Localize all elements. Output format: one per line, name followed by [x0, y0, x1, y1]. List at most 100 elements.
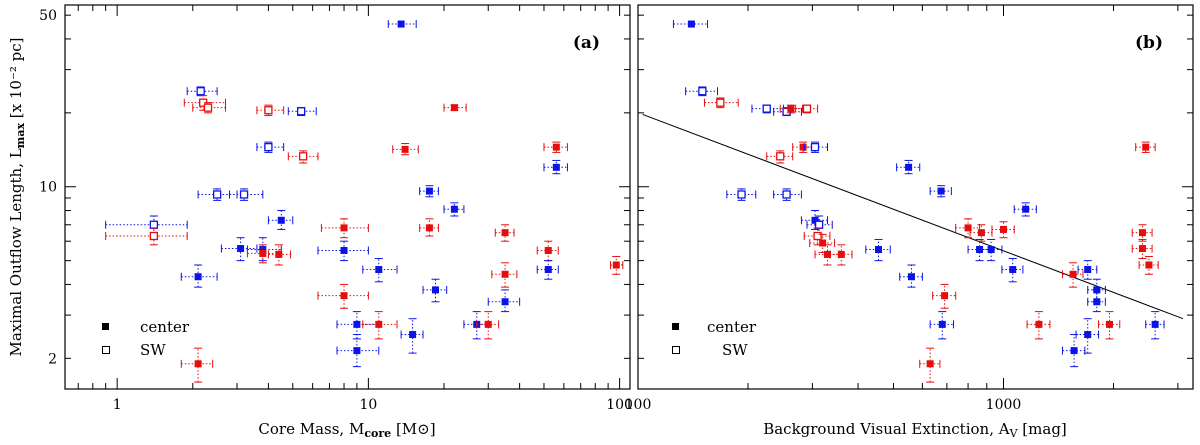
- data-point-group: [919, 347, 941, 383]
- point-marker-filled: [340, 292, 348, 300]
- data-point-group: [256, 141, 285, 153]
- point-marker-open: [264, 106, 273, 115]
- data-point-group: [779, 104, 804, 114]
- point-marker-open: [264, 142, 273, 152]
- data-point-group: [180, 264, 218, 288]
- point-marker-filled: [425, 224, 433, 232]
- point-marker-filled: [987, 246, 995, 254]
- point-marker-filled: [938, 320, 946, 328]
- point-marker-filled: [501, 270, 509, 278]
- legend-filled-marker: [672, 323, 679, 330]
- point-marker-filled: [905, 163, 913, 171]
- point-marker-filled: [1142, 143, 1150, 151]
- data-point-group: [1131, 224, 1153, 242]
- point-marker-filled: [1084, 266, 1092, 274]
- data-point-group: [317, 240, 369, 262]
- point-marker-filled: [926, 360, 934, 368]
- x-tick-label: 1: [113, 397, 122, 413]
- point-marker-filled: [501, 229, 509, 237]
- point-marker-filled: [277, 216, 285, 224]
- data-point-group: [256, 104, 285, 117]
- point-marker-filled: [340, 224, 348, 232]
- x-tick-label: 100: [606, 397, 633, 413]
- panel-a: 1 10 100 2 10 50 (a) center SW Core Mass, Mco…: [7, 4, 633, 440]
- point-marker-filled: [340, 246, 348, 254]
- point-marker-open: [762, 104, 771, 113]
- data-point-group: [726, 188, 757, 201]
- data-point-group: [795, 104, 819, 114]
- y-tick-label: 50: [39, 8, 57, 24]
- point-marker-filled: [1009, 266, 1017, 274]
- data-point-group: [228, 188, 264, 201]
- panel-b-fit-line-group: [642, 113, 1184, 320]
- data-point-group: [1077, 260, 1098, 280]
- data-point-group: [932, 283, 957, 309]
- point-marker-filled: [1151, 320, 1159, 328]
- point-marker-open: [196, 87, 205, 96]
- point-marker-filled: [1070, 347, 1078, 355]
- data-point-group: [317, 283, 369, 309]
- point-marker-filled: [977, 229, 985, 237]
- data-point-group: [929, 185, 952, 198]
- point-marker-filled: [552, 163, 560, 171]
- point-marker-open: [296, 107, 306, 116]
- point-marker-open: [802, 104, 812, 113]
- point-marker-filled: [552, 143, 560, 151]
- data-point-group: [422, 278, 448, 303]
- panel-b-tag: (b): [1135, 33, 1163, 53]
- point-marker-filled: [501, 298, 509, 306]
- point-marker-open: [782, 190, 791, 199]
- point-marker-open: [737, 190, 746, 199]
- point-marker-open: [212, 190, 222, 199]
- data-point-group: [1061, 262, 1084, 288]
- data-point-group: [1135, 141, 1156, 153]
- data-point-group: [896, 159, 921, 175]
- point-marker-open: [203, 103, 213, 112]
- data-point-group: [1131, 238, 1153, 260]
- point-marker-filled: [275, 250, 283, 258]
- data-point-group: [287, 150, 319, 164]
- data-point-group: [180, 347, 214, 383]
- data-point-group: [803, 227, 831, 246]
- data-point-group: [766, 150, 794, 164]
- panel-b-marks: [672, 20, 1165, 383]
- data-point-group: [1098, 311, 1121, 340]
- data-point-group: [463, 311, 489, 340]
- legend-filled-marker: [102, 323, 109, 330]
- data-point-group: [362, 258, 398, 283]
- point-marker-filled: [1035, 320, 1043, 328]
- data-point-group: [803, 141, 829, 153]
- data-point-group: [1061, 334, 1086, 368]
- data-point-group: [814, 244, 840, 266]
- data-point-group: [192, 102, 227, 114]
- x-tick-label: 100: [625, 397, 652, 413]
- point-marker-filled: [401, 145, 409, 153]
- data-point-group: [929, 311, 955, 340]
- x-tick-label: 1000: [986, 397, 1022, 413]
- point-marker-filled: [409, 331, 417, 339]
- data-point-group: [685, 86, 718, 97]
- point-marker-filled: [450, 104, 458, 112]
- point-marker-filled: [937, 187, 945, 195]
- point-marker-filled: [1022, 205, 1030, 213]
- data-point-group: [105, 227, 188, 246]
- data-point-group: [387, 20, 417, 29]
- point-marker-open: [810, 142, 820, 152]
- point-marker-filled: [353, 347, 361, 355]
- legend-sw-label: SW: [722, 341, 748, 359]
- point-marker-filled: [375, 266, 383, 274]
- point-marker-filled: [1093, 298, 1101, 306]
- point-marker-filled: [612, 261, 620, 269]
- data-point-group: [806, 215, 833, 235]
- panel-a-ticks: 1 10 100 2 10 50: [39, 5, 633, 413]
- data-point-group: [267, 244, 292, 266]
- data-point-group: [487, 289, 521, 313]
- panel-a-legend: center SW: [102, 318, 190, 359]
- point-marker-filled: [907, 273, 915, 281]
- legend-center-label: center: [140, 318, 190, 336]
- point-marker-filled: [1138, 229, 1146, 237]
- legend-sw-label: SW: [140, 341, 166, 359]
- data-point-group: [400, 318, 424, 354]
- point-marker-filled: [259, 246, 267, 254]
- data-point-group: [392, 143, 419, 156]
